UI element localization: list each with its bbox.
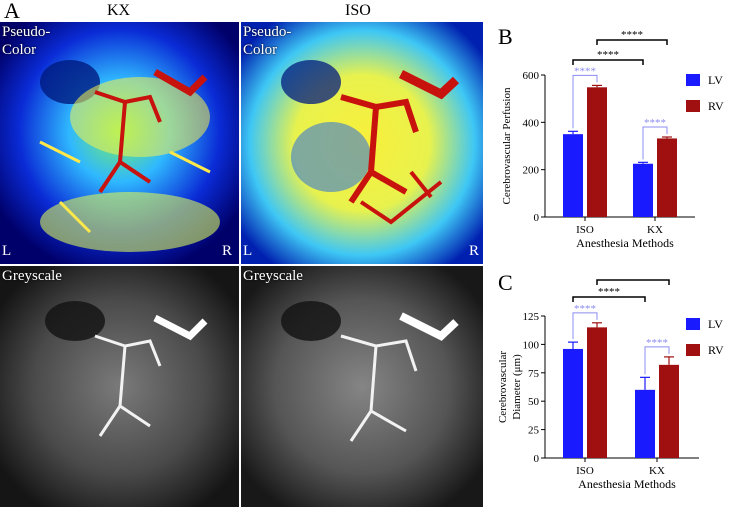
within-group-bracket xyxy=(644,346,670,375)
legend-label-lv: LV xyxy=(708,73,723,87)
pseudo-color-iso-image: Pseudo- Color R xyxy=(241,22,483,264)
right-hemisphere-label-kx: R xyxy=(222,243,233,259)
right-hemisphere-label-iso: R xyxy=(468,243,479,259)
y-tick-label: 200 xyxy=(523,165,540,177)
legend-swatch-rv xyxy=(686,100,700,112)
significance-label-group: **** xyxy=(574,303,596,315)
column-header-kx: KX xyxy=(107,2,131,19)
between-group-bracket-rv xyxy=(596,39,668,45)
significance-label-rv: **** xyxy=(621,30,643,41)
significance-label-group: **** xyxy=(644,117,666,129)
greyscale-label-kx: Greyscale xyxy=(2,268,62,284)
pseudo-color-label-kx: Pseudo- Color xyxy=(2,24,51,58)
panel-b-letter: B xyxy=(498,24,513,49)
significance-label-lv: **** xyxy=(598,286,620,298)
significance-label-group: **** xyxy=(646,337,668,349)
y-tick-label: 0 xyxy=(534,212,540,224)
between-group-bracket-rv xyxy=(596,279,670,285)
y-tick-label: 400 xyxy=(523,117,540,129)
significance-label-lv: **** xyxy=(597,49,619,61)
y-tick-label: 125 xyxy=(523,311,540,323)
y-tick-label: 600 xyxy=(523,70,540,82)
between-group-bracket-lv xyxy=(572,296,646,302)
greyscale-iso-art xyxy=(241,266,483,507)
panel-c-letter: C xyxy=(498,270,513,295)
panel-a-letter: A xyxy=(4,0,20,23)
column-header-iso: ISO xyxy=(345,2,371,19)
legend-swatch-lv xyxy=(686,74,700,86)
significance-label-rv: **** xyxy=(622,276,644,281)
bar-rv-iso xyxy=(587,87,607,217)
pseudo-color-kx-image: Pseudo- Color L xyxy=(0,22,239,264)
greyscale-label-iso: Greyscale xyxy=(243,268,303,284)
left-hemisphere-label-kx: L xyxy=(2,243,12,259)
significance-label-group: **** xyxy=(574,65,596,77)
bar-rv-kx xyxy=(659,364,679,458)
bar-lv-iso xyxy=(563,134,583,217)
x-axis-title: Anesthesia Methods xyxy=(578,477,676,491)
x-tick-label: ISO xyxy=(576,224,594,236)
between-group-bracket-lv xyxy=(572,59,644,65)
legend-label-rv: RV xyxy=(708,99,724,113)
within-group-bracket xyxy=(572,74,598,129)
pseudo-color-kx-art xyxy=(0,22,239,264)
bar-rv-kx xyxy=(657,138,677,217)
legend-label-rv: RV xyxy=(708,343,724,357)
y-tick-label: 100 xyxy=(523,339,540,351)
greyscale-iso-image: Greyscale xyxy=(241,266,483,507)
x-tick-label: ISO xyxy=(576,465,594,477)
pseudo-color-label-iso: Pseudo- Color xyxy=(243,24,292,58)
legend-label-lv: LV xyxy=(708,317,723,331)
legend-swatch-rv xyxy=(686,344,700,356)
within-group-bracket xyxy=(572,312,598,340)
y-tick-label: 50 xyxy=(528,396,540,408)
pseudo-color-iso-art xyxy=(241,22,483,264)
legend-swatch-lv xyxy=(686,318,700,330)
bar-rv-iso xyxy=(587,327,607,458)
diameter-bar-chart: 0255075100125ISOKX****************LVRVAn… xyxy=(497,276,724,491)
x-tick-label: KX xyxy=(647,224,663,236)
x-tick-label: KX xyxy=(649,465,665,477)
greyscale-kx-art xyxy=(0,266,239,507)
y-axis-title: Diameter (μm) xyxy=(511,354,523,420)
y-tick-label: 75 xyxy=(528,368,540,380)
bar-lv-kx xyxy=(633,163,653,217)
bar-lv-iso xyxy=(563,348,583,458)
bar-lv-kx xyxy=(635,389,655,458)
left-hemisphere-label-iso: L xyxy=(243,243,253,259)
y-axis-title: Cerebrovascular Perfusion xyxy=(501,87,513,204)
y-tick-label: 0 xyxy=(534,453,540,465)
greyscale-kx-image: Greyscale xyxy=(0,266,239,507)
y-axis-title: Cerebrovascular xyxy=(497,351,509,423)
y-tick-label: 25 xyxy=(528,425,540,437)
x-axis-title: Anesthesia Methods xyxy=(576,236,674,250)
within-group-bracket xyxy=(642,126,668,160)
